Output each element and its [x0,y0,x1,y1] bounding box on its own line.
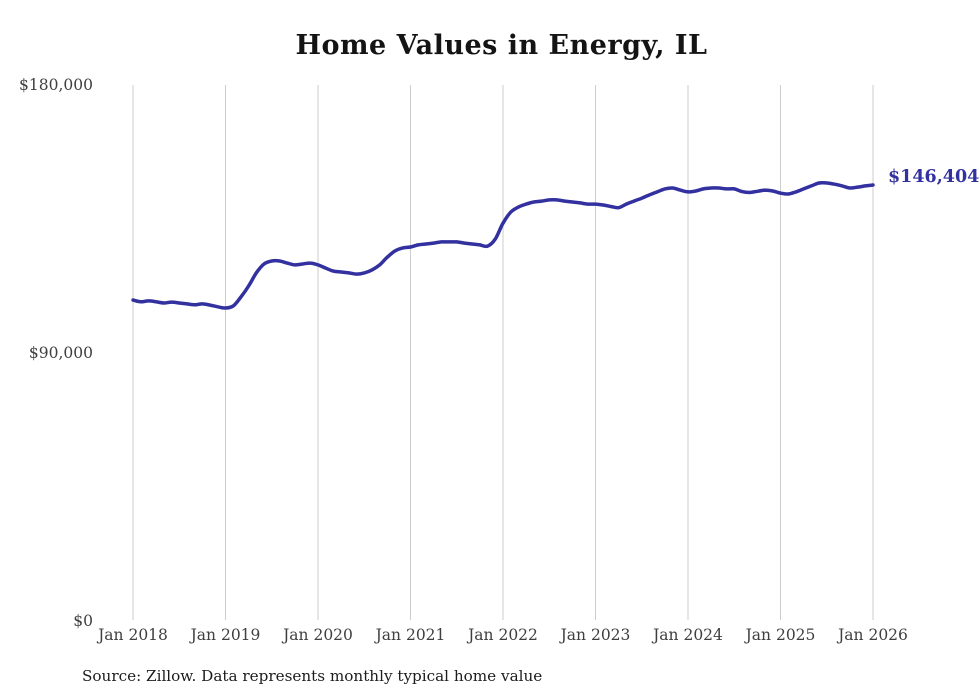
x-tick-label: Jan 2024 [653,626,723,644]
latest-value-label: $146,404 [888,167,980,187]
gridlines [132,85,874,620]
x-tick-label: Jan 2023 [560,626,631,644]
x-tick-label: Jan 2019 [190,626,261,644]
x-tick-label: Jan 2018 [98,626,168,644]
chart-title: Home Values in Energy, IL [295,30,708,61]
y-tick-label: $0 [73,612,93,630]
x-tick-label: Jan 2022 [468,626,538,644]
x-tick-label: Jan 2020 [283,626,353,644]
source-note: Source: Zillow. Data represents monthly … [82,667,543,685]
x-tick-label: Jan 2021 [375,626,446,644]
y-tick-label: $180,000 [19,76,93,94]
y-tick-label: $90,000 [28,344,93,362]
home-value-line [131,180,875,310]
x-tick-label: Jan 2025 [745,626,816,644]
x-tick-label: Jan 2026 [838,626,908,644]
